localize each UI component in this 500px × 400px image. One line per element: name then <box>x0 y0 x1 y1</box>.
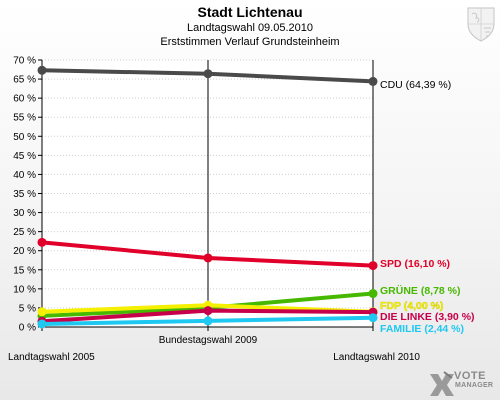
y-tick-label: 5 % <box>19 303 36 314</box>
series-label: SPD (16,10 %) <box>380 258 450 270</box>
y-tick-label: 10 % <box>13 284 36 295</box>
data-point <box>203 306 213 316</box>
data-point <box>203 69 213 79</box>
x-tick-label: Bundestagswahl 2009 <box>159 335 258 346</box>
y-tick-label: 0 % <box>19 323 36 334</box>
data-point <box>203 316 213 326</box>
data-point <box>37 65 47 75</box>
logo-text-vote: VOTE <box>454 370 486 382</box>
series-label: DIE LINKE (3,90 %) <box>380 311 475 323</box>
y-tick-label: 15 % <box>13 265 36 276</box>
y-tick-label: 20 % <box>13 246 36 257</box>
chart-title: Stadt Lichtenau <box>197 4 303 20</box>
series-label: CDU (64,39 %) <box>380 79 451 91</box>
y-tick-label: 45 % <box>13 151 36 162</box>
logo-text-manager: MANAGER <box>455 382 494 389</box>
title-block: Stadt Lichtenau Landtagswahl 09.05.2010 … <box>0 4 500 49</box>
x-ballot-icon <box>430 371 454 396</box>
x-tick-label: Landtagswahl 2010 <box>333 352 420 363</box>
chart-subtitle-2: Erststimmen Verlauf Grundsteinheim <box>160 36 340 48</box>
y-tick-label: 50 % <box>13 132 36 143</box>
data-point <box>368 289 378 299</box>
y-tick-label: 60 % <box>13 94 36 105</box>
coat-of-arms-icon <box>467 7 495 42</box>
data-point <box>368 313 378 323</box>
data-point <box>203 253 213 263</box>
data-point <box>368 261 378 271</box>
y-tick-label: 65 % <box>13 75 36 86</box>
series-label: FDP (4,00 %) <box>380 300 443 312</box>
y-tick-label: 55 % <box>13 113 36 124</box>
y-tick-label: 70 % <box>13 56 36 67</box>
chart-subtitle: Landtagswahl 09.05.2010 <box>187 22 313 34</box>
y-tick-label: 25 % <box>13 227 36 238</box>
data-point <box>37 237 47 247</box>
data-point <box>37 307 47 317</box>
y-tick-label: 35 % <box>13 189 36 200</box>
series-label: GRÜNE (8,78 %) <box>380 284 461 297</box>
y-tick-label: 30 % <box>13 208 36 219</box>
series-label: FAMILIE (2,44 %) <box>380 323 464 335</box>
y-tick-label: 40 % <box>13 170 36 181</box>
data-point <box>368 76 378 86</box>
x-tick-label: Landtagswahl 2005 <box>8 352 95 363</box>
data-point <box>37 319 47 329</box>
